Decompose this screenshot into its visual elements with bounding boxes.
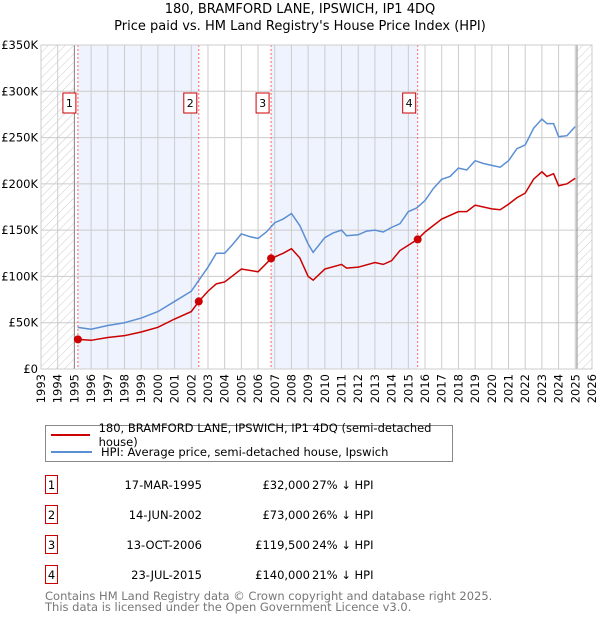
shaded-period <box>77 45 199 369</box>
transaction-row: 1 17-MAR-1995 £32,000 27% ↓ HPI <box>45 475 465 495</box>
x-tick-label: 2005 <box>234 374 248 403</box>
footer-licence: This data is licensed under the Open Gov… <box>45 600 412 614</box>
sale-label-box: 4 <box>402 92 417 114</box>
transaction-row: 2 14-JUN-2002 £73,000 26% ↓ HPI <box>45 505 465 525</box>
x-tick-label: 2026 <box>585 374 599 403</box>
x-tick-label: 2015 <box>401 374 415 403</box>
x-tick-label: 1993 <box>34 374 48 403</box>
plot-border <box>40 44 593 370</box>
legend: 180, BRAMFORD LANE, IPSWICH, IP1 4DQ (se… <box>45 421 453 462</box>
sale-label-number: 4 <box>406 97 413 110</box>
sale-label-number: 3 <box>259 97 266 110</box>
x-tick-label: 2022 <box>518 374 532 403</box>
x-tick-label: 2011 <box>335 374 349 403</box>
x-tick-label: 2021 <box>502 374 516 403</box>
sale-hpi-diff: 26% ↓ HPI <box>312 508 374 522</box>
y-tick-label: £350K <box>1 38 38 52</box>
y-tick-label: £50K <box>9 316 39 330</box>
x-tick-label: 1995 <box>67 374 81 403</box>
chart-subtitle: Price paid vs. HM Land Registry's House … <box>114 19 486 34</box>
y-tick-label: £150K <box>1 223 38 237</box>
legend-item-property: 180, BRAMFORD LANE, IPSWICH, IP1 4DQ (se… <box>51 421 452 449</box>
sale-label-number: 1 <box>66 97 73 110</box>
legend-label: HPI: Average price, semi-detached house,… <box>101 445 389 459</box>
legend-swatch-blue <box>51 451 92 453</box>
sale-hpi-diff: 21% ↓ HPI <box>312 568 374 582</box>
sale-number-badge: 4 <box>45 565 58 584</box>
sale-label-border <box>255 92 270 114</box>
sale-price: £73,000 <box>262 508 310 522</box>
x-tick-label: 2003 <box>201 374 215 403</box>
x-tick-label: 1998 <box>117 374 131 403</box>
sale-point <box>194 297 203 306</box>
hpi-line <box>77 117 576 330</box>
x-tick-label: 2017 <box>435 374 449 403</box>
sale-label-border <box>62 92 77 114</box>
x-tick-label: 1997 <box>101 374 115 403</box>
x-tick-label: 1999 <box>134 374 148 403</box>
price-chart: 1993 1994 1995 1996 1997 1998 1999 2000 2001 2002… <box>1 38 599 403</box>
sale-number-badge: 3 <box>45 535 58 554</box>
x-tick-label: 2018 <box>451 374 465 403</box>
x-tick-label: 2007 <box>268 374 282 403</box>
hatched-region-after <box>576 45 592 369</box>
x-tick-label: 2010 <box>318 374 332 403</box>
x-tick-label: 2014 <box>385 374 399 403</box>
legend-swatch-red <box>51 434 90 436</box>
x-tick-label: 2016 <box>418 374 432 403</box>
sale-label-box: 3 <box>255 92 270 114</box>
sale-price: £32,000 <box>262 478 310 492</box>
shaded-period <box>271 45 418 369</box>
sale-point <box>413 235 422 244</box>
legend-label: 180, BRAMFORD LANE, IPSWICH, IP1 4DQ (se… <box>98 421 432 449</box>
sale-date: 17-MAR-1995 <box>124 478 202 492</box>
transaction-row: 3 13-OCT-2006 £119,500 24% ↓ HPI <box>45 535 465 555</box>
chart-title: 180, BRAMFORD LANE, IPSWICH, IP1 4DQ <box>164 2 436 17</box>
x-tick-label: 2023 <box>535 374 549 403</box>
x-tick-label: 2009 <box>301 374 315 403</box>
x-tick-label: 2001 <box>168 374 182 403</box>
sale-point <box>267 254 276 263</box>
y-tick-label: £300K <box>1 84 38 98</box>
property-price-line <box>77 170 576 342</box>
legend-item-hpi: HPI: Average price, semi-detached house,… <box>51 444 388 460</box>
transaction-row: 4 23-JUL-2015 £140,000 21% ↓ HPI <box>45 565 465 585</box>
sale-label-box: 2 <box>183 92 198 114</box>
sale-date: 13-OCT-2006 <box>126 538 202 552</box>
x-tick-label: 2006 <box>251 374 265 403</box>
sale-point <box>73 335 82 344</box>
sale-hpi-diff: 24% ↓ HPI <box>312 538 374 552</box>
x-tick-label: 1996 <box>84 374 98 403</box>
y-tick-label: £200K <box>1 177 38 191</box>
x-tick-label: 2024 <box>552 374 566 403</box>
y-tick-label: £0 <box>23 362 38 376</box>
sale-price: £140,000 <box>255 568 310 582</box>
x-tick-label: 2020 <box>485 374 499 403</box>
footer-copyright: Contains HM Land Registry data © Crown c… <box>45 589 493 603</box>
sale-label-border <box>402 92 417 114</box>
x-tick-label: 2019 <box>468 374 482 403</box>
x-tick-label: 2013 <box>368 374 382 403</box>
x-tick-label: 2002 <box>184 374 198 403</box>
x-tick-label: 2000 <box>151 374 165 403</box>
sale-date: 23-JUL-2015 <box>131 568 202 582</box>
x-tick-label: 2008 <box>284 374 298 403</box>
y-tick-label: £250K <box>1 131 38 145</box>
x-tick-label: 2004 <box>218 374 232 403</box>
sale-price: £119,500 <box>255 538 310 552</box>
x-tick-label: 2012 <box>351 374 365 403</box>
x-tick-label: 1994 <box>51 374 65 403</box>
sale-date: 14-JUN-2002 <box>128 508 202 522</box>
y-tick-label: £100K <box>1 269 38 283</box>
x-tick-label: 2025 <box>568 374 582 403</box>
sale-number-badge: 2 <box>45 505 58 524</box>
sale-number-badge: 1 <box>45 475 58 494</box>
sale-label-border <box>183 92 198 114</box>
sale-hpi-diff: 27% ↓ HPI <box>312 478 374 492</box>
sale-label-number: 2 <box>187 97 194 110</box>
sale-label-box: 1 <box>62 92 77 114</box>
